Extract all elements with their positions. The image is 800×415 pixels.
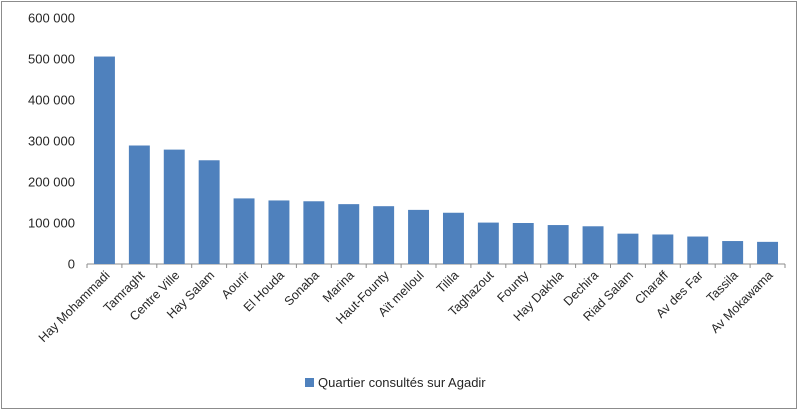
chart-bars [93,56,779,264]
bar [722,241,744,264]
y-tick-label: 500 000 [28,52,75,67]
bar [93,56,115,264]
chart-axes [86,263,786,268]
y-tick-label: 400 000 [28,93,75,108]
chart-frame: 0 100 000 200 000 300 000 400 000 500 000 600 … [1,1,797,409]
bar [547,225,569,264]
y-axis-ticks: 0 100 000 200 000 300 000 400 000 500 000 600 … [28,11,75,272]
bar [477,222,499,264]
y-tick-label: 0 [68,257,75,272]
x-tick-label: Tilila [434,268,462,296]
bar [303,201,325,264]
bar [408,209,430,264]
bar [512,223,534,264]
legend-swatch [305,378,314,387]
legend-label: Quartier consultés sur Agadir [318,375,486,390]
y-tick-label: 600 000 [28,11,75,26]
chart-legend: Quartier consultés sur Agadir [305,375,486,390]
bar [617,233,639,264]
bar [652,234,674,264]
bar [582,226,604,264]
y-tick-label: 100 000 [28,216,75,231]
bar [687,236,709,264]
bar [442,212,464,264]
bar [163,149,185,264]
bar-chart: 0 100 000 200 000 300 000 400 000 500 000 600 … [28,11,786,390]
bar [268,200,290,264]
bar [373,206,395,264]
x-tick-label: Sonaba [282,268,322,308]
y-tick-label: 200 000 [28,175,75,190]
bar [757,241,779,264]
x-tick-label: Av Mokawama [708,268,776,336]
bar [338,204,360,264]
bar [128,145,150,264]
x-tick-label: Aourir [219,268,252,301]
bar [198,160,220,264]
bar [233,198,255,264]
y-tick-label: 300 000 [28,134,75,149]
